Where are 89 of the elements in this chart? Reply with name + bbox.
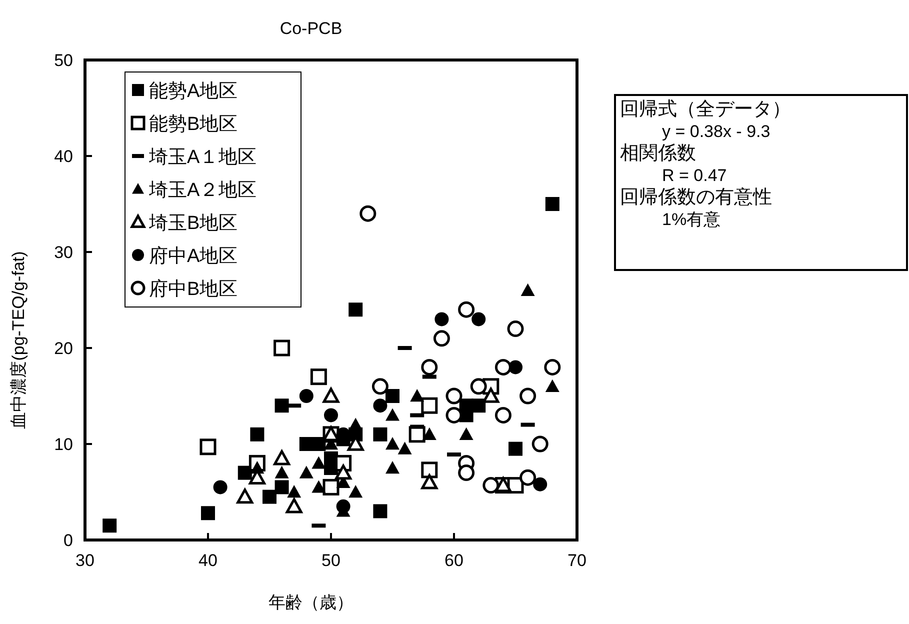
y-tick-label: 40 — [54, 147, 73, 166]
point — [494, 406, 512, 424]
x-tick-label: 70 — [568, 551, 586, 570]
point — [286, 498, 302, 514]
legend-label: 府中B地区 — [149, 278, 238, 300]
point — [373, 398, 388, 413]
point — [386, 408, 400, 421]
x-tick-label: 30 — [76, 551, 94, 570]
x-axis-title: 年齢（歳） — [268, 593, 354, 612]
x-tick-label: 60 — [444, 551, 464, 570]
legend-label: 埼玉A２地区 — [148, 180, 257, 201]
point — [533, 477, 548, 492]
point — [312, 456, 326, 469]
point — [544, 358, 561, 376]
point — [422, 427, 436, 440]
y-tick-label: 30 — [54, 243, 73, 262]
point — [508, 442, 522, 456]
y-tick-label: 0 — [64, 531, 73, 550]
point — [458, 464, 475, 482]
x-tick-label: 40 — [198, 551, 218, 570]
point — [421, 462, 438, 478]
point — [213, 480, 228, 494]
y-tick-label: 10 — [54, 435, 73, 454]
point — [312, 480, 326, 493]
legend-label: 埼玉B地区 — [148, 213, 238, 234]
point — [470, 378, 487, 395]
point — [360, 205, 376, 222]
point — [421, 358, 438, 376]
point — [274, 398, 289, 413]
point — [102, 518, 117, 533]
point — [348, 485, 363, 498]
point — [201, 506, 215, 520]
point — [433, 330, 450, 347]
point — [324, 408, 338, 422]
point — [520, 388, 536, 404]
point — [287, 485, 302, 498]
legend-label: 埼玉A１地区 — [148, 147, 257, 168]
point — [372, 378, 388, 395]
point — [236, 488, 254, 504]
point — [446, 388, 462, 404]
point — [410, 389, 424, 402]
point — [262, 490, 276, 504]
point — [532, 436, 548, 452]
point — [398, 442, 412, 454]
point — [386, 461, 400, 474]
y-tick-label: 50 — [54, 51, 73, 70]
legend-label: 能勢A地区 — [149, 81, 238, 102]
point — [434, 312, 449, 326]
point — [274, 450, 290, 466]
y-tick-label: 20 — [54, 339, 73, 358]
y-axis-title: 血中濃度(pg-TEQ/g-fat) — [9, 251, 28, 429]
point — [520, 469, 536, 486]
point — [386, 437, 400, 450]
point — [494, 358, 512, 376]
point — [459, 427, 474, 440]
point — [274, 340, 290, 356]
point — [310, 368, 327, 386]
point — [472, 398, 486, 413]
point — [322, 478, 340, 496]
point — [299, 389, 314, 403]
point — [312, 437, 326, 451]
point — [336, 499, 350, 514]
point — [545, 197, 560, 211]
point — [421, 397, 438, 414]
point — [373, 427, 388, 442]
x-tick-label: 50 — [322, 551, 340, 570]
point — [274, 466, 289, 478]
point — [482, 477, 500, 494]
annotation-box: 回帰式（全データ） y = 0.38x - 9.3 相関係数 R = 0.47 回帰係数の有意性 1%有意 — [614, 94, 908, 271]
point — [386, 389, 400, 403]
point — [299, 466, 314, 478]
point — [348, 302, 363, 317]
point — [322, 388, 340, 403]
point — [507, 320, 524, 338]
point — [274, 480, 289, 494]
point — [200, 438, 216, 456]
point — [335, 464, 352, 480]
legend-label: 能勢B地区 — [149, 114, 238, 135]
point — [520, 283, 535, 296]
chart-title: Co-PCB — [280, 19, 342, 38]
point — [472, 312, 486, 326]
point — [373, 504, 388, 518]
point — [482, 388, 500, 403]
point — [545, 379, 560, 392]
point — [421, 474, 438, 490]
legend-label: 府中A地区 — [149, 245, 238, 267]
point — [458, 301, 475, 318]
point — [250, 427, 264, 442]
point — [348, 418, 363, 430]
